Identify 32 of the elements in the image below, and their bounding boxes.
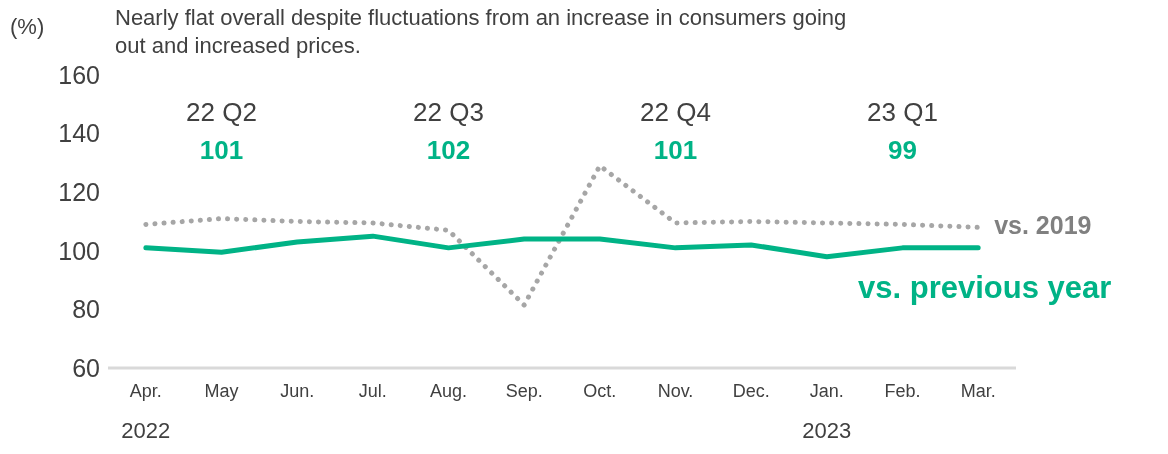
x-tick-label: Sep. bbox=[505, 380, 543, 401]
chart-title: Nearly flat overall despite fluctuations from an increase in consumers going out and increased prices. bbox=[115, 4, 848, 60]
annotation: 22 Q3 bbox=[412, 97, 485, 128]
text: 2022 bbox=[120, 418, 172, 444]
x-tick-label: Feb. bbox=[884, 380, 921, 401]
text: 2023 bbox=[801, 418, 853, 444]
annotation: 102 bbox=[425, 135, 472, 166]
y-tick-label: 60 bbox=[72, 353, 100, 382]
annotation: 101 bbox=[652, 135, 699, 166]
x-tick-label: Apr. bbox=[129, 380, 162, 401]
x-tick-label: Jun. bbox=[280, 380, 315, 401]
annotation: 23 Q1 bbox=[866, 97, 939, 128]
y-tick-label: 160 bbox=[58, 60, 100, 89]
y-axis-title: (%) bbox=[10, 14, 45, 40]
x-tick-label: May bbox=[204, 380, 239, 401]
x-tick-label: Dec. bbox=[732, 380, 770, 401]
y-tick-label: 140 bbox=[58, 119, 100, 148]
x-tick-label: Nov. bbox=[657, 380, 694, 401]
y-tick-label: 80 bbox=[72, 295, 100, 324]
series-label: vs. 2019 bbox=[994, 211, 1092, 241]
annotation: 101 bbox=[198, 135, 245, 166]
annotation: 22 Q2 bbox=[185, 97, 258, 128]
annotation: 99 bbox=[887, 135, 918, 166]
x-tick-label: Jul. bbox=[358, 380, 387, 401]
y-tick-label: 120 bbox=[58, 178, 100, 207]
annotation: 22 Q4 bbox=[639, 97, 712, 128]
x-tick-label: Oct. bbox=[583, 380, 617, 401]
x-tick-label: Mar. bbox=[960, 380, 996, 401]
x-tick-label: Jan. bbox=[809, 380, 844, 401]
series-label: vs. previous year bbox=[858, 269, 1112, 306]
x-tick-label: Aug. bbox=[429, 380, 468, 401]
y-tick-label: 100 bbox=[58, 236, 100, 265]
